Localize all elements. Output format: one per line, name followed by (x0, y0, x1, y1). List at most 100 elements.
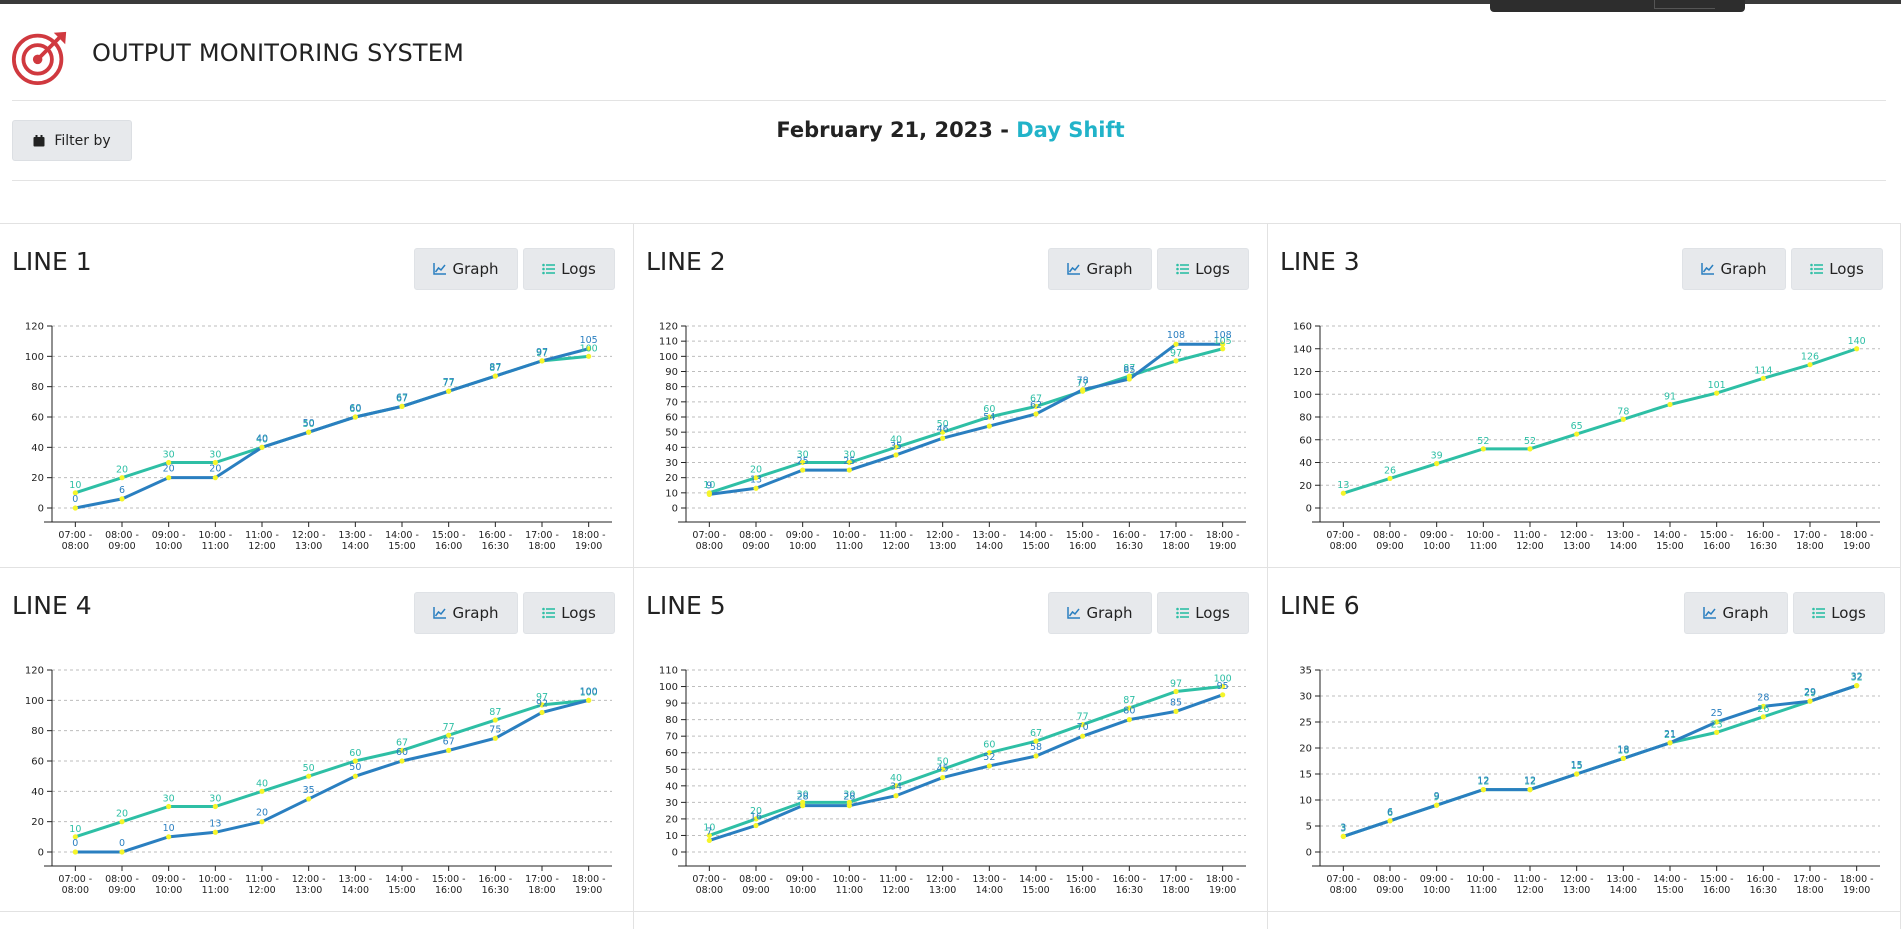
actual-data-point (940, 774, 946, 781)
actual-data-point (539, 709, 545, 716)
y-tick-label: 80 (1299, 413, 1312, 424)
target-data-label: 101 (1708, 380, 1726, 391)
target-data-label: 67 (1030, 393, 1042, 404)
actual-data-point (1574, 771, 1580, 777)
graph-icon (1067, 263, 1081, 275)
actual-data-label: 87 (489, 362, 501, 373)
x-tick-label: 08:00 -09:00 (1373, 530, 1407, 552)
filter-by-button[interactable]: Filter by (12, 120, 132, 161)
x-tick-label: 10:00 -11:00 (1466, 874, 1500, 896)
logs-button[interactable]: Logs (1791, 248, 1883, 290)
logs-button[interactable]: Logs (1157, 248, 1249, 290)
actual-data-label: 100 (580, 686, 598, 697)
logs-button[interactable]: Logs (1157, 592, 1249, 634)
actual-data-label: 20 (209, 464, 221, 475)
target-logo-icon (12, 31, 67, 86)
target-data-point (1220, 346, 1226, 352)
y-tick-label: 40 (31, 443, 44, 454)
actual-data-label: 46 (937, 424, 949, 435)
top-dropdown-tab[interactable] (1490, 0, 1745, 12)
actual-data-label: 15 (1571, 760, 1583, 771)
target-data-point (753, 475, 759, 481)
line-panel-1: LINE 1 Graph Logs 0 20 40 60 80 100 120 07:00 -08:… (0, 223, 634, 567)
y-tick-label: 120 (659, 322, 678, 333)
target-data-point (1854, 346, 1860, 352)
y-tick-label: 30 (1299, 692, 1312, 703)
x-tick-label: 15:00 -16:00 (1700, 874, 1734, 896)
x-tick-label: 16:00 -16:30 (1746, 874, 1780, 896)
graph-button[interactable]: Graph (1682, 248, 1786, 290)
y-tick-label: 25 (1299, 718, 1312, 729)
x-tick-label: 15:00 -16:00 (1066, 530, 1100, 552)
target-series-line (708, 685, 1223, 837)
y-tick-label: 100 (659, 682, 678, 693)
y-tick-label: 40 (665, 443, 678, 454)
target-data-label: 105 (1214, 336, 1232, 347)
graph-label: Graph (1086, 604, 1133, 622)
actual-data-point (72, 505, 78, 511)
target-data-label: 100 (580, 343, 598, 354)
graph-button[interactable]: Graph (1048, 592, 1152, 634)
actual-data-point (1714, 719, 1720, 725)
target-data-label: 9 (1434, 792, 1440, 803)
target-data-label: 67 (1030, 728, 1042, 739)
target-data-point (306, 773, 312, 779)
actual-data-label: 45 (937, 764, 949, 775)
actual-data-point (1220, 692, 1226, 698)
y-tick-label: 80 (31, 382, 44, 393)
target-data-point (166, 803, 172, 810)
actual-data-point (119, 496, 125, 502)
y-tick-label: 120 (1293, 367, 1312, 378)
target-data-point (72, 490, 78, 496)
actual-data-point (706, 491, 712, 497)
x-tick-label: 08:00 -09:00 (739, 530, 773, 552)
y-tick-label: 20 (665, 814, 678, 825)
line-title: LINE 1 (12, 247, 92, 276)
x-tick-label: 12:00 -13:00 (926, 874, 960, 896)
target-data-point (1760, 375, 1766, 381)
target-data-label: 12 (1524, 777, 1536, 788)
list-icon (1176, 607, 1190, 619)
x-tick-label: 15:00 -16:00 (1700, 530, 1734, 552)
actual-data-label: 52 (983, 752, 995, 763)
target-data-point (586, 353, 592, 359)
x-tick-label: 08:00 -09:00 (1373, 874, 1407, 896)
actual-data-label: 35 (890, 441, 902, 452)
x-tick-label: 10:00 -11:00 (198, 530, 232, 552)
graph-button[interactable]: Graph (1684, 592, 1788, 634)
y-tick-label: 0 (1306, 504, 1312, 515)
x-tick-label: 13:00 -14:00 (972, 530, 1006, 552)
y-tick-label: 70 (665, 397, 678, 408)
y-tick-label: 160 (1293, 322, 1312, 333)
x-tick-label: 17:00 -18:00 (1793, 874, 1827, 896)
actual-data-label: 105 (580, 335, 598, 346)
graph-button[interactable]: Graph (1048, 248, 1152, 290)
x-tick-label: 18:00 -19:00 (572, 874, 606, 896)
actual-data-label: 97 (536, 347, 548, 358)
target-data-point (446, 732, 452, 738)
actual-data-label: 0 (119, 838, 125, 849)
actual-data-point (259, 444, 265, 450)
target-data-point (753, 816, 759, 822)
target-data-label: 40 (890, 434, 902, 445)
target-data-label: 30 (843, 450, 855, 461)
actual-data-point (1220, 341, 1226, 347)
actual-series-line (709, 342, 1223, 496)
x-tick-label: 09:00 -10:00 (152, 530, 186, 552)
target-data-label: 40 (256, 434, 268, 445)
target-data-point (1480, 446, 1486, 452)
actual-data-label: 60 (349, 403, 361, 414)
y-tick-label: 80 (665, 382, 678, 393)
target-data-point (1714, 729, 1720, 735)
logs-button[interactable]: Logs (523, 592, 615, 634)
logs-button[interactable]: Logs (1793, 592, 1885, 634)
graph-button[interactable]: Graph (414, 248, 518, 290)
y-tick-label: 100 (25, 696, 44, 707)
target-data-label: 30 (163, 450, 175, 461)
x-tick-label: 18:00 -19:00 (1206, 530, 1240, 552)
logs-button[interactable]: Logs (523, 248, 615, 290)
y-tick-label: 110 (659, 666, 678, 677)
graph-button[interactable]: Graph (414, 592, 518, 634)
calendar-icon (33, 134, 45, 146)
